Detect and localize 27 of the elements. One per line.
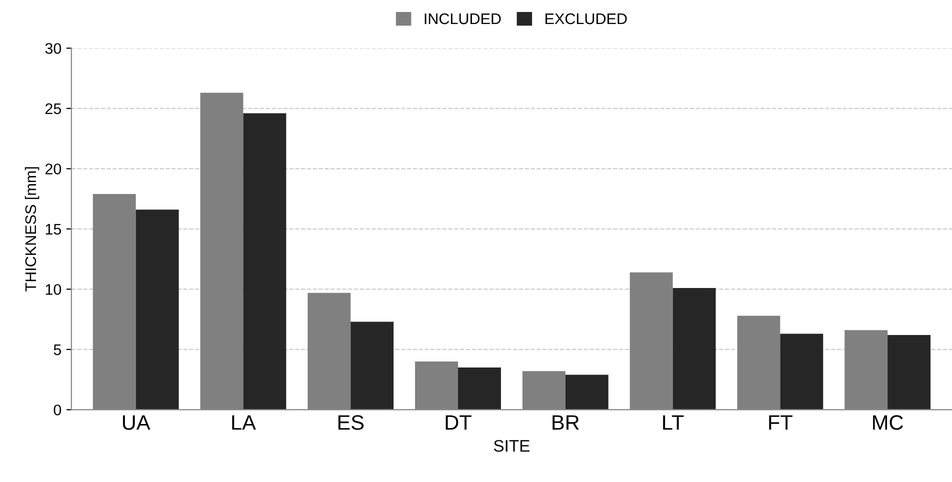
x-tick-label: FT [769,415,792,430]
y-tick-label: 15 [46,224,62,235]
bar [136,210,179,410]
x-tick-label: ES [338,415,364,430]
y-tick-label: 25 [45,103,62,114]
x-axis-title: SITE [494,440,530,452]
bar [350,322,394,410]
y-axis-title: THICKNESS [mm] [24,167,40,292]
bar [672,288,716,410]
legend-label: EXCLUDED [546,13,627,24]
x-tick-label: DT [446,415,472,430]
y-tick-label: 30 [45,43,62,54]
legend-label: INCLUDED [424,13,501,24]
bar [565,374,608,410]
x-tick-label: MC [873,415,903,430]
y-tick-label: 0 [54,404,62,416]
bar [888,334,931,410]
x-tick-label: UA [122,415,150,430]
bar [780,334,824,410]
bar [243,113,286,410]
x-tick-label: LT [663,415,684,430]
y-tick-label: 10 [46,284,62,295]
bar [458,368,501,410]
y-tick-label: 20 [45,164,62,174]
y-tick-label: 5 [54,344,62,356]
x-tick-label: BR [552,415,579,430]
x-tick-label: LA [232,415,256,430]
